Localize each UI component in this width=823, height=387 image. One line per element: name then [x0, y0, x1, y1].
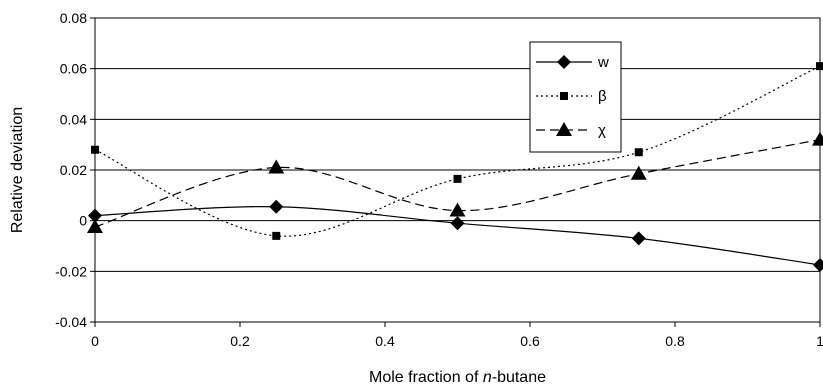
legend-label-w: w [597, 54, 609, 71]
data-point-beta [816, 62, 823, 71]
series-beta [91, 62, 823, 240]
y-axis-title: Relative deviation [9, 107, 26, 233]
data-point-chi [812, 131, 823, 146]
data-point-beta [91, 145, 99, 154]
data-point-beta [634, 148, 643, 157]
legend: wβχ [529, 41, 622, 153]
y-tick-label: 0.02 [60, 162, 87, 178]
data-point-chi [268, 159, 285, 174]
x-tick-label: 1 [816, 333, 823, 349]
y-tick-label: 0.06 [60, 61, 87, 77]
data-point-w [813, 258, 823, 272]
data-point-beta [272, 231, 281, 240]
legend-label-chi: χ [598, 122, 606, 139]
data-point-chi [87, 219, 103, 233]
y-tick-label: 0.04 [60, 111, 87, 127]
x-tick-label: 0.6 [520, 333, 540, 349]
data-point-w [631, 231, 646, 246]
data-point-beta [453, 174, 462, 183]
y-axis-ticks: 0.08 0.06 0.04 0.02 0 -0.02 -0.04 [55, 10, 95, 330]
y-tick-label: -0.02 [55, 263, 87, 279]
x-tick-label: 0.2 [230, 333, 250, 349]
y-tick-label: -0.04 [55, 314, 87, 330]
legend-marker-w [557, 55, 571, 69]
legend-marker-beta [560, 92, 568, 100]
legend-box [529, 41, 622, 153]
x-axis-ticks: 0 0.2 0.4 0.6 0.8 1 [91, 322, 823, 349]
x-tick-label: 0 [91, 333, 99, 349]
series-w [88, 199, 823, 272]
data-point-chi [630, 165, 647, 180]
legend-label-beta: β [598, 88, 607, 105]
data-point-w [269, 199, 284, 214]
y-tick-label: 0.08 [60, 10, 87, 26]
series-chi [87, 131, 823, 233]
series-group [87, 62, 823, 272]
grid-lines [95, 17, 820, 323]
data-point-w [88, 208, 102, 223]
y-tick-label: 0 [79, 213, 87, 229]
x-tick-label: 0.4 [375, 333, 395, 349]
x-tick-label: 0.8 [665, 333, 685, 349]
legend-marker-chi [556, 122, 572, 136]
data-point-chi [449, 202, 466, 217]
data-point-w [450, 216, 465, 231]
x-axis-title: Mole fraction of n-butane [369, 369, 546, 386]
